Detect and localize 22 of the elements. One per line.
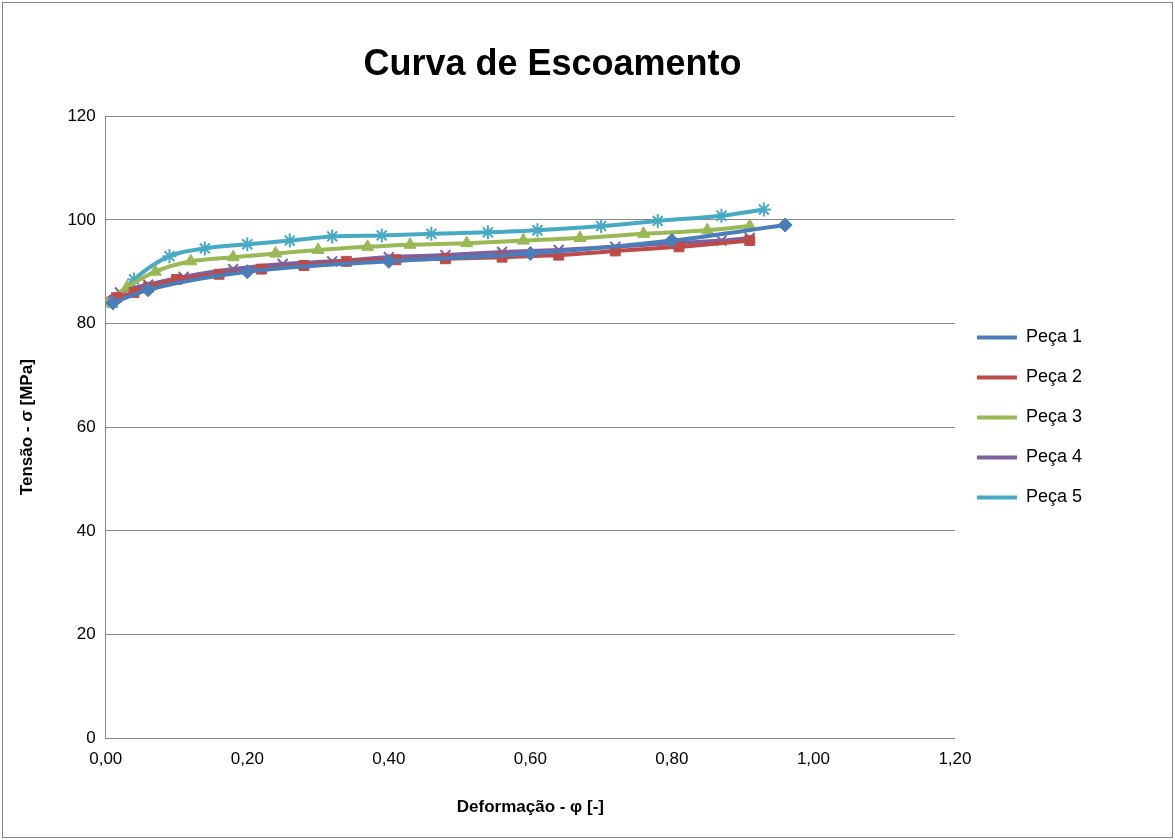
legend-label: Peça 3 xyxy=(1025,406,1083,427)
x-tick-label: 0,20 xyxy=(230,749,264,769)
legend-label: Peça 1 xyxy=(1025,326,1083,347)
y-axis-title: Tensão - σ [MPa] xyxy=(16,359,36,496)
y-tick-label: 60 xyxy=(76,416,96,436)
y-tick-label: 20 xyxy=(76,624,96,644)
chart-title: Curva de Escoamento xyxy=(363,41,742,83)
x-tick-label: 0,00 xyxy=(89,749,123,769)
y-tick-label: 40 xyxy=(76,520,96,540)
legend-label: Peça 5 xyxy=(1025,486,1083,507)
legend-label: Peça 4 xyxy=(1025,446,1083,467)
x-tick-label: 1,00 xyxy=(796,749,830,769)
x-axis-title: Deformação - φ [-] xyxy=(456,797,604,817)
y-tick-label: 80 xyxy=(76,313,96,333)
x-tick-label: 0,40 xyxy=(372,749,406,769)
x-tick-label: 1,20 xyxy=(938,749,972,769)
y-tick-label: 120 xyxy=(67,105,96,125)
y-tick-label: 0 xyxy=(86,727,96,747)
legend-label: Peça 2 xyxy=(1025,366,1083,387)
x-tick-label: 0,60 xyxy=(513,749,547,769)
y-tick-label: 100 xyxy=(67,209,96,229)
x-tick-label: 0,80 xyxy=(655,749,689,769)
